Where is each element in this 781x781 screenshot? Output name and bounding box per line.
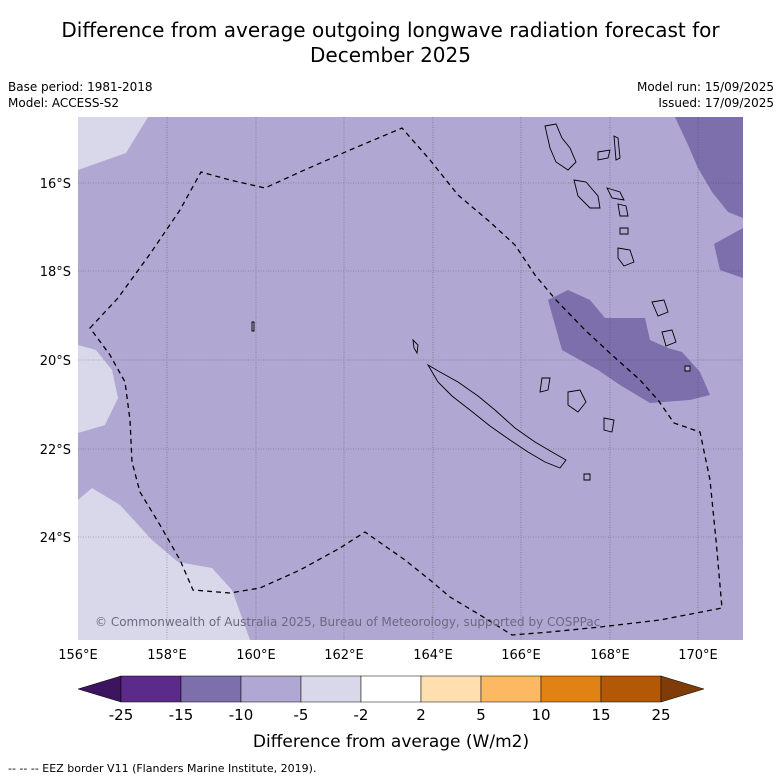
lon-tick: 168°E xyxy=(590,648,630,663)
issued-date: Issued: 17/09/2025 xyxy=(658,96,774,110)
coastlines xyxy=(251,123,691,481)
colorbar-bin xyxy=(120,675,182,703)
field-dark-ne xyxy=(675,117,743,218)
matthew-island xyxy=(684,365,691,372)
lon-tick: 170°E xyxy=(678,648,718,663)
colorbar-min-arrow xyxy=(77,675,122,703)
lon-tick: 166°E xyxy=(501,648,541,663)
gridlines xyxy=(78,117,743,640)
colorbar-tick: 10 xyxy=(531,706,550,724)
colorbar xyxy=(77,675,705,703)
chart-title: Difference from average outgoing longwav… xyxy=(0,18,781,68)
colorbar-bin xyxy=(600,675,662,703)
vanuatu-pentecost xyxy=(613,135,621,161)
colorbar-tick: -2 xyxy=(354,706,369,724)
colorbar-bin xyxy=(420,675,482,703)
vanuatu-malekula xyxy=(573,179,601,209)
colorbar-tick: 15 xyxy=(591,706,610,724)
meta-left: Base period: 1981-2018 Model: ACCESS-S2 xyxy=(8,79,153,111)
new-caledonia-island xyxy=(426,363,567,469)
lon-tick: 160°E xyxy=(236,648,276,663)
island-belep xyxy=(412,338,419,355)
title-line-2: December 2025 xyxy=(310,43,471,67)
title-line-1: Difference from average outgoing longwav… xyxy=(61,18,720,42)
loyalty-walpole-1 xyxy=(651,299,669,317)
lon-tick: 156°E xyxy=(58,648,98,663)
map-area[interactable] xyxy=(78,117,743,640)
lat-tick: 20°S xyxy=(40,354,71,369)
loyalty-islands-1 xyxy=(539,377,551,393)
lat-tick: 16°S xyxy=(40,177,71,192)
footer-note: -- -- -- EEZ border V11 (Flanders Marine… xyxy=(8,762,317,775)
vanuatu-efate xyxy=(617,203,629,217)
vanuatu-tanna xyxy=(617,247,635,267)
colorbar-label: Difference from average (W/m2) xyxy=(253,732,529,752)
field-dark-center xyxy=(548,290,710,403)
colorbar-bin xyxy=(480,675,542,703)
vanuatu-espiritu-santo xyxy=(544,123,577,171)
field-light-sw xyxy=(78,488,250,640)
colorbar-tick: 25 xyxy=(651,706,670,724)
colorbar-tick: -25 xyxy=(109,706,134,724)
lon-tick-labels: 156°E 158°E 160°E 162°E 164°E 166°E 168°… xyxy=(58,648,718,663)
lon-tick: 158°E xyxy=(147,648,187,663)
model-name: Model: ACCESS-S2 xyxy=(8,96,120,110)
field-dark-e xyxy=(714,228,743,278)
chesterfield-islet xyxy=(251,321,255,332)
colorbar-bin xyxy=(360,675,422,703)
base-period: Base period: 1981-2018 xyxy=(8,80,153,94)
field-light-nw xyxy=(78,117,148,170)
colorbar-tick: -15 xyxy=(169,706,194,724)
colorbar-bin xyxy=(540,675,602,703)
lat-tick: 24°S xyxy=(40,531,71,546)
lat-tick-labels: 16°S 18°S 20°S 22°S 24°S xyxy=(40,177,71,546)
eez-border xyxy=(89,127,723,636)
colorbar-tick: 2 xyxy=(416,706,426,724)
meta-right: Model run: 15/09/2025 Issued: 17/09/2025 xyxy=(637,79,774,111)
loyalty-islands-3 xyxy=(603,417,615,433)
lon-tick: 162°E xyxy=(324,648,364,663)
colorbar-bin xyxy=(240,675,302,703)
vanuatu-erromango xyxy=(619,227,629,235)
colorbar-max-arrow xyxy=(660,675,705,703)
colorbar-bin xyxy=(180,675,242,703)
copyright-text: © Commonwealth of Australia 2025, Bureau… xyxy=(95,615,600,629)
isle-of-pines xyxy=(583,473,591,481)
colorbar-bin xyxy=(300,675,362,703)
lat-tick: 22°S xyxy=(40,443,71,458)
lat-tick: 18°S xyxy=(40,265,71,280)
vanuatu-ambrym xyxy=(606,187,625,201)
colorbar-tick: 5 xyxy=(476,706,486,724)
colorbar-tick: -10 xyxy=(229,706,254,724)
field-light-w xyxy=(78,345,118,433)
vanuatu-ambae xyxy=(597,149,611,161)
colorbar-tick: -5 xyxy=(294,706,309,724)
model-run: Model run: 15/09/2025 xyxy=(636,80,774,94)
loyalty-islands-2 xyxy=(567,389,587,413)
lon-tick: 164°E xyxy=(413,648,453,663)
colorbar-tick-labels: -25 -15 -10 -5 -2 2 5 10 15 25 xyxy=(109,706,671,724)
loyalty-walpole-2 xyxy=(661,329,677,347)
